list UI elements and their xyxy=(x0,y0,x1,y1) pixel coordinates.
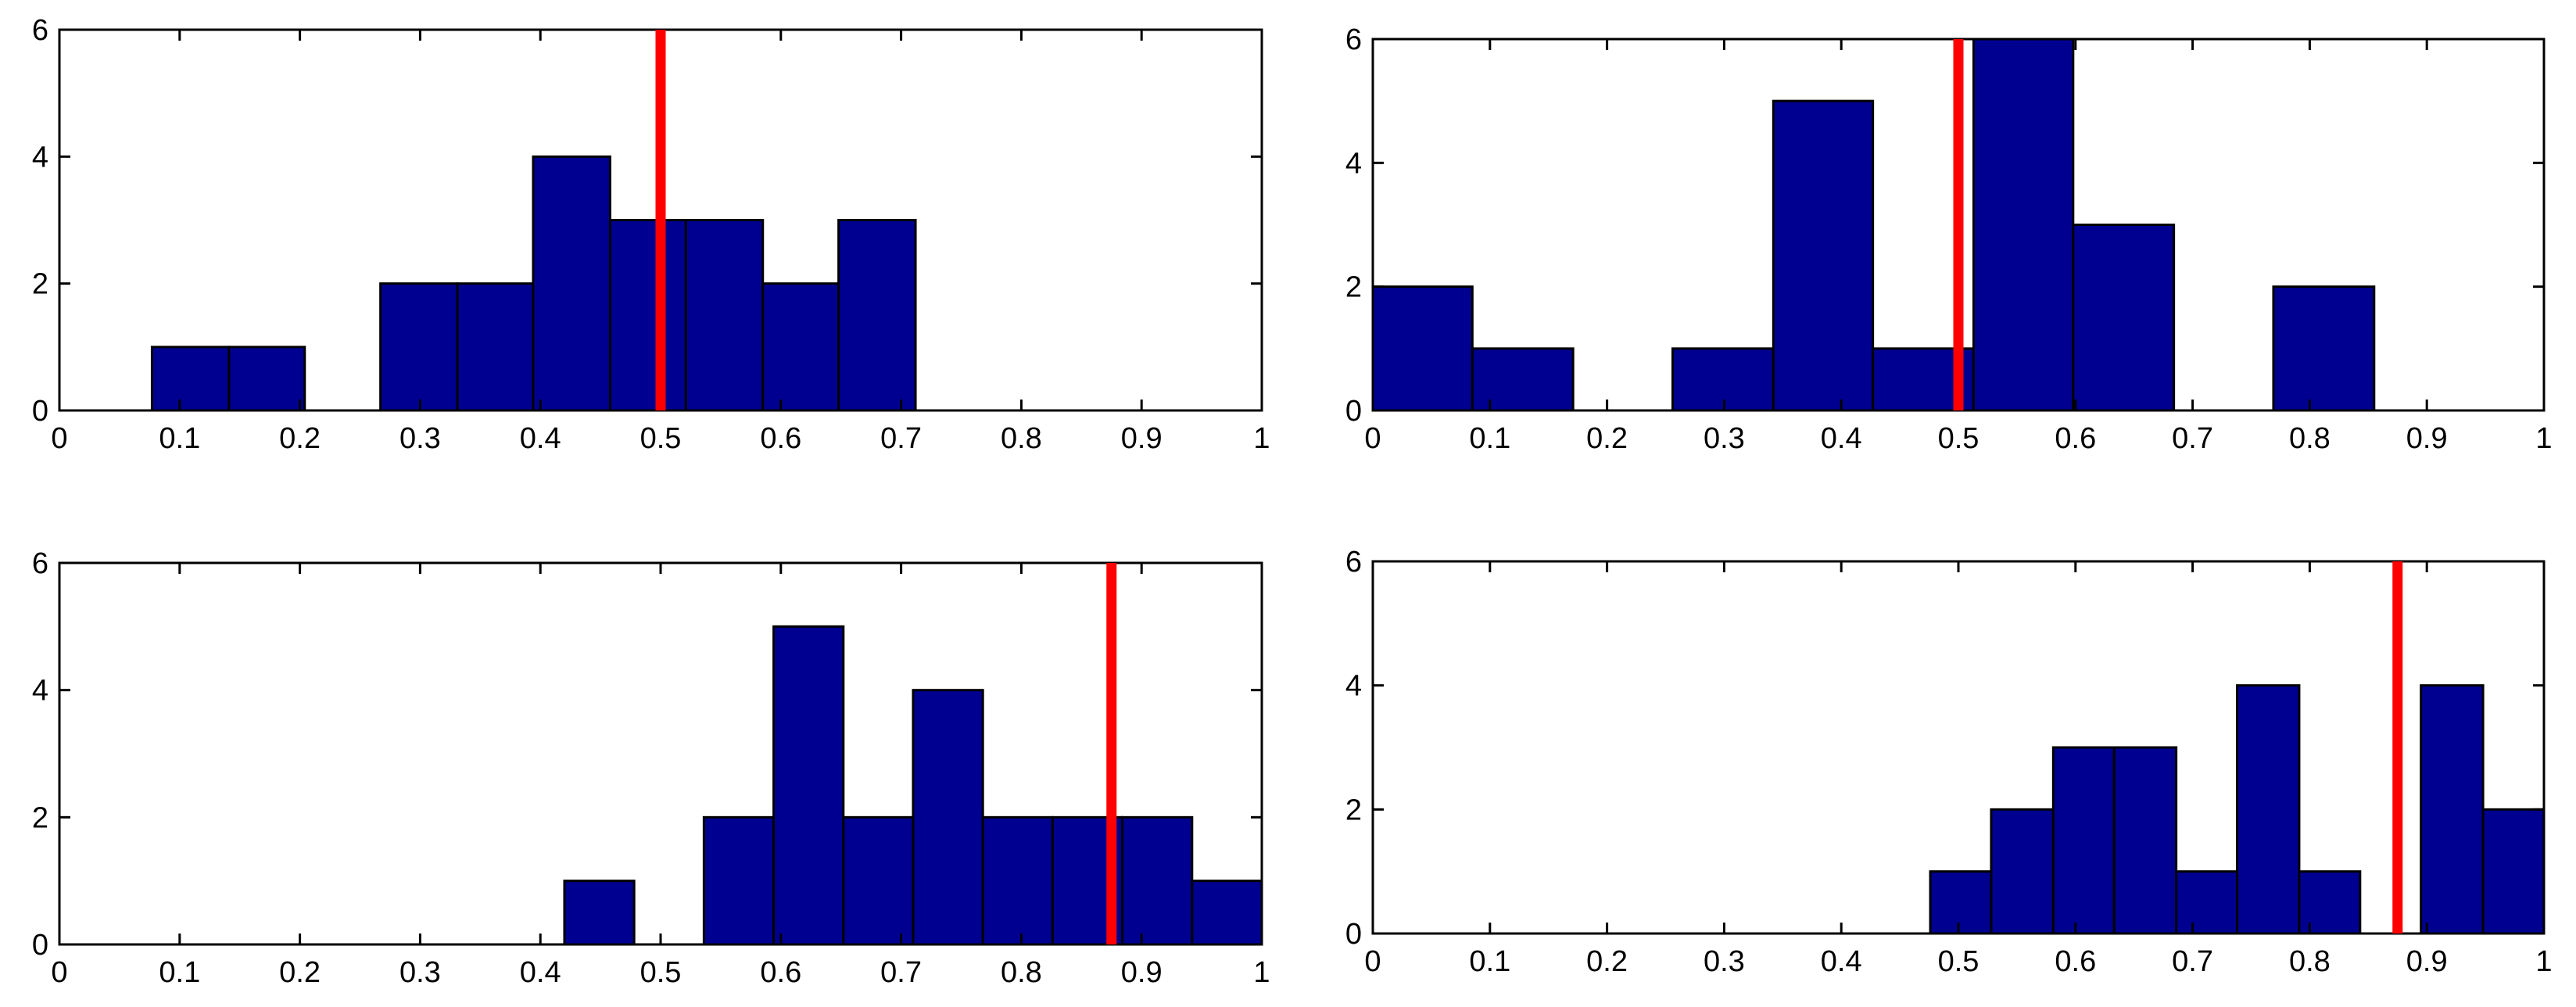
histogram-bar xyxy=(1191,880,1263,946)
histogram-bar xyxy=(1972,38,2075,412)
histogram-panel: 0 0.1 0.2 0.3 0.4 0.5 0.6 0.7 0.8 0.9 1 0 2 4 6 xyxy=(32,547,1270,989)
y-tick-label: 4 xyxy=(32,675,48,708)
histogram-bar xyxy=(2072,224,2176,412)
histogram-bar xyxy=(1121,815,1194,946)
histogram-bar xyxy=(608,219,687,412)
histogram-bar xyxy=(1371,285,1474,412)
x-tick-label: 0 xyxy=(51,956,67,989)
histogram-bar xyxy=(379,282,459,412)
x-tick-label: 0.9 xyxy=(1121,422,1163,455)
y-tick-label: 6 xyxy=(1345,23,1362,56)
y-tick-label: 0 xyxy=(1345,918,1362,951)
x-tick-label: 0.4 xyxy=(520,956,561,989)
x-tick-label: 0.8 xyxy=(2289,945,2331,978)
histogram-panel: 0 0.1 0.2 0.3 0.4 0.5 0.6 0.7 0.8 0.9 1 0 2 4 6 xyxy=(32,14,1270,455)
histogram-bar xyxy=(772,625,845,946)
x-tick-label: 0.1 xyxy=(159,956,200,989)
x-tick-label: 0.6 xyxy=(2055,422,2096,455)
x-tick-label: 0.7 xyxy=(880,422,922,455)
x-tick-label: 1 xyxy=(1253,422,1270,455)
histogram-bar xyxy=(456,282,535,412)
x-tick-label: 0.4 xyxy=(520,422,561,455)
x-tick-label: 0.4 xyxy=(1821,422,1862,455)
histogram-bar xyxy=(2112,746,2178,935)
histogram-bar xyxy=(150,346,231,412)
x-tick-label: 0.5 xyxy=(640,956,682,989)
x-tick-label: 0.8 xyxy=(1001,422,1042,455)
histogram-bar xyxy=(684,219,765,412)
x-tick-label: 0 xyxy=(1364,945,1381,978)
x-tick-label: 0.4 xyxy=(1821,945,1862,978)
x-tick-label: 0.1 xyxy=(159,422,200,455)
histogram-bar xyxy=(842,815,915,946)
y-tick-label: 4 xyxy=(1345,147,1362,180)
x-tick-label: 0.3 xyxy=(1704,945,1745,978)
x-tick-label: 0.7 xyxy=(2172,422,2213,455)
histogram-bar xyxy=(2236,684,2301,935)
x-tick-label: 0.8 xyxy=(1001,956,1042,989)
histogram-bar xyxy=(2175,870,2239,935)
x-tick-label: 0 xyxy=(1364,422,1381,455)
histogram-bar xyxy=(2420,684,2485,935)
x-tick-label: 0.5 xyxy=(1938,945,1979,978)
x-tick-label: 0.6 xyxy=(2055,945,2096,978)
x-tick-label: 0.5 xyxy=(1938,422,1979,455)
histogram-bar xyxy=(2481,808,2546,935)
x-tick-label: 0.3 xyxy=(1704,422,1745,455)
x-tick-label: 0.7 xyxy=(880,956,922,989)
y-tick-label: 4 xyxy=(32,141,48,174)
histogram-panel: 0 0.1 0.2 0.3 0.4 0.5 0.6 0.7 0.8 0.9 1 0 2 4 6 xyxy=(1345,546,2553,978)
x-tick-label: 0.5 xyxy=(640,422,682,455)
histogram-panel: 0 0.1 0.2 0.3 0.4 0.5 0.6 0.7 0.8 0.9 1 0 2 4 6 xyxy=(1345,23,2553,455)
histogram-bar xyxy=(702,815,776,946)
histogram-bar xyxy=(837,219,917,412)
y-tick-label: 6 xyxy=(32,14,48,47)
x-tick-label: 0.2 xyxy=(1586,422,1628,455)
x-tick-label: 0.7 xyxy=(2172,945,2213,978)
histogram-bar xyxy=(912,689,984,946)
x-tick-label: 0.3 xyxy=(399,956,441,989)
y-tick-label: 0 xyxy=(32,395,48,428)
x-tick-label: 1 xyxy=(2535,945,2552,978)
histogram-bar xyxy=(563,880,636,946)
y-tick-label: 2 xyxy=(32,268,48,301)
y-tick-label: 2 xyxy=(32,801,48,834)
x-tick-label: 0.9 xyxy=(2406,422,2448,455)
histogram-bar xyxy=(1772,99,1875,412)
histogram-bar xyxy=(981,815,1054,946)
histogram-bar xyxy=(1929,870,1993,935)
y-tick-label: 4 xyxy=(1345,670,1362,703)
y-tick-label: 0 xyxy=(1345,395,1362,428)
x-tick-label: 0.3 xyxy=(399,422,441,455)
x-tick-label: 0.9 xyxy=(2406,945,2448,978)
histogram-bar xyxy=(228,346,306,412)
x-tick-label: 0.9 xyxy=(1121,956,1163,989)
x-tick-label: 0.6 xyxy=(760,956,801,989)
x-tick-label: 0.2 xyxy=(1586,945,1628,978)
x-tick-label: 0 xyxy=(51,422,67,455)
histogram-bar xyxy=(1471,347,1575,412)
x-tick-label: 0.2 xyxy=(279,422,321,455)
x-tick-label: 1 xyxy=(2535,422,2552,455)
x-tick-label: 0.8 xyxy=(2289,422,2331,455)
y-tick-label: 0 xyxy=(32,929,48,962)
x-tick-label: 0.1 xyxy=(1469,945,1510,978)
y-tick-label: 6 xyxy=(1345,546,1362,579)
x-tick-label: 0.2 xyxy=(279,956,321,989)
y-tick-label: 2 xyxy=(1345,794,1362,826)
x-tick-label: 0.1 xyxy=(1469,422,1510,455)
histogram-bar xyxy=(1990,808,2055,935)
x-tick-label: 0.6 xyxy=(760,422,801,455)
y-tick-label: 2 xyxy=(1345,271,1362,304)
x-tick-label: 1 xyxy=(1253,956,1270,989)
histogram-bar xyxy=(761,282,840,412)
histogram-bar xyxy=(2051,746,2116,935)
histogram-bar xyxy=(2298,870,2362,935)
histogram-bar xyxy=(2272,285,2376,412)
y-tick-label: 6 xyxy=(32,547,48,580)
histogram-bar xyxy=(532,155,611,412)
